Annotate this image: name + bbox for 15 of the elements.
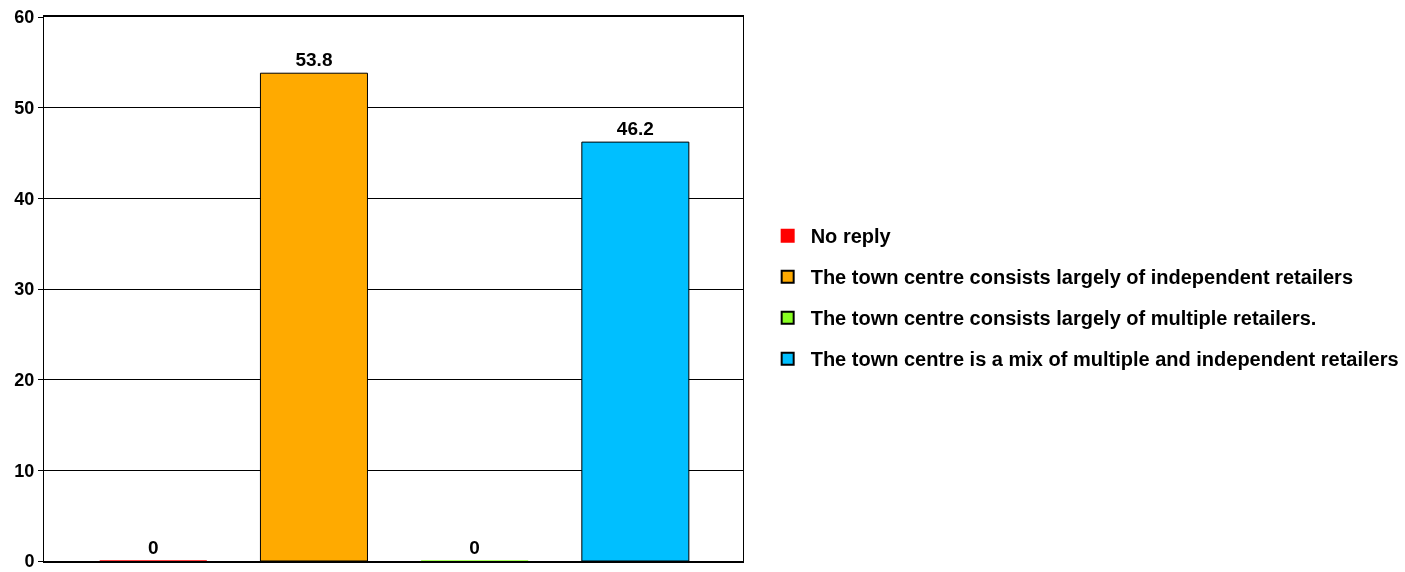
data-label: 0	[147, 537, 159, 558]
data-label: 0	[469, 537, 480, 558]
data-label: 46.2	[616, 118, 654, 140]
y-tick-label: 50	[14, 97, 35, 118]
legend-label: The town centre consists largely of multiple retailers.	[810, 307, 1317, 330]
y-tick-label: 40	[14, 188, 35, 209]
legend-label: No reply	[810, 225, 892, 248]
legend-label: The town centre consists largely of independent retailers	[810, 266, 1354, 289]
y-tick-label: 10	[14, 460, 35, 481]
data-label: 53.8	[295, 49, 333, 71]
y-tick-label: 0	[24, 551, 35, 572]
y-tick-label: 20	[14, 369, 35, 390]
legend-label: The town centre is a mix of multiple and independent retailers	[810, 348, 1399, 371]
y-tick-label: 30	[14, 279, 35, 300]
y-tick-label: 60	[14, 7, 35, 28]
